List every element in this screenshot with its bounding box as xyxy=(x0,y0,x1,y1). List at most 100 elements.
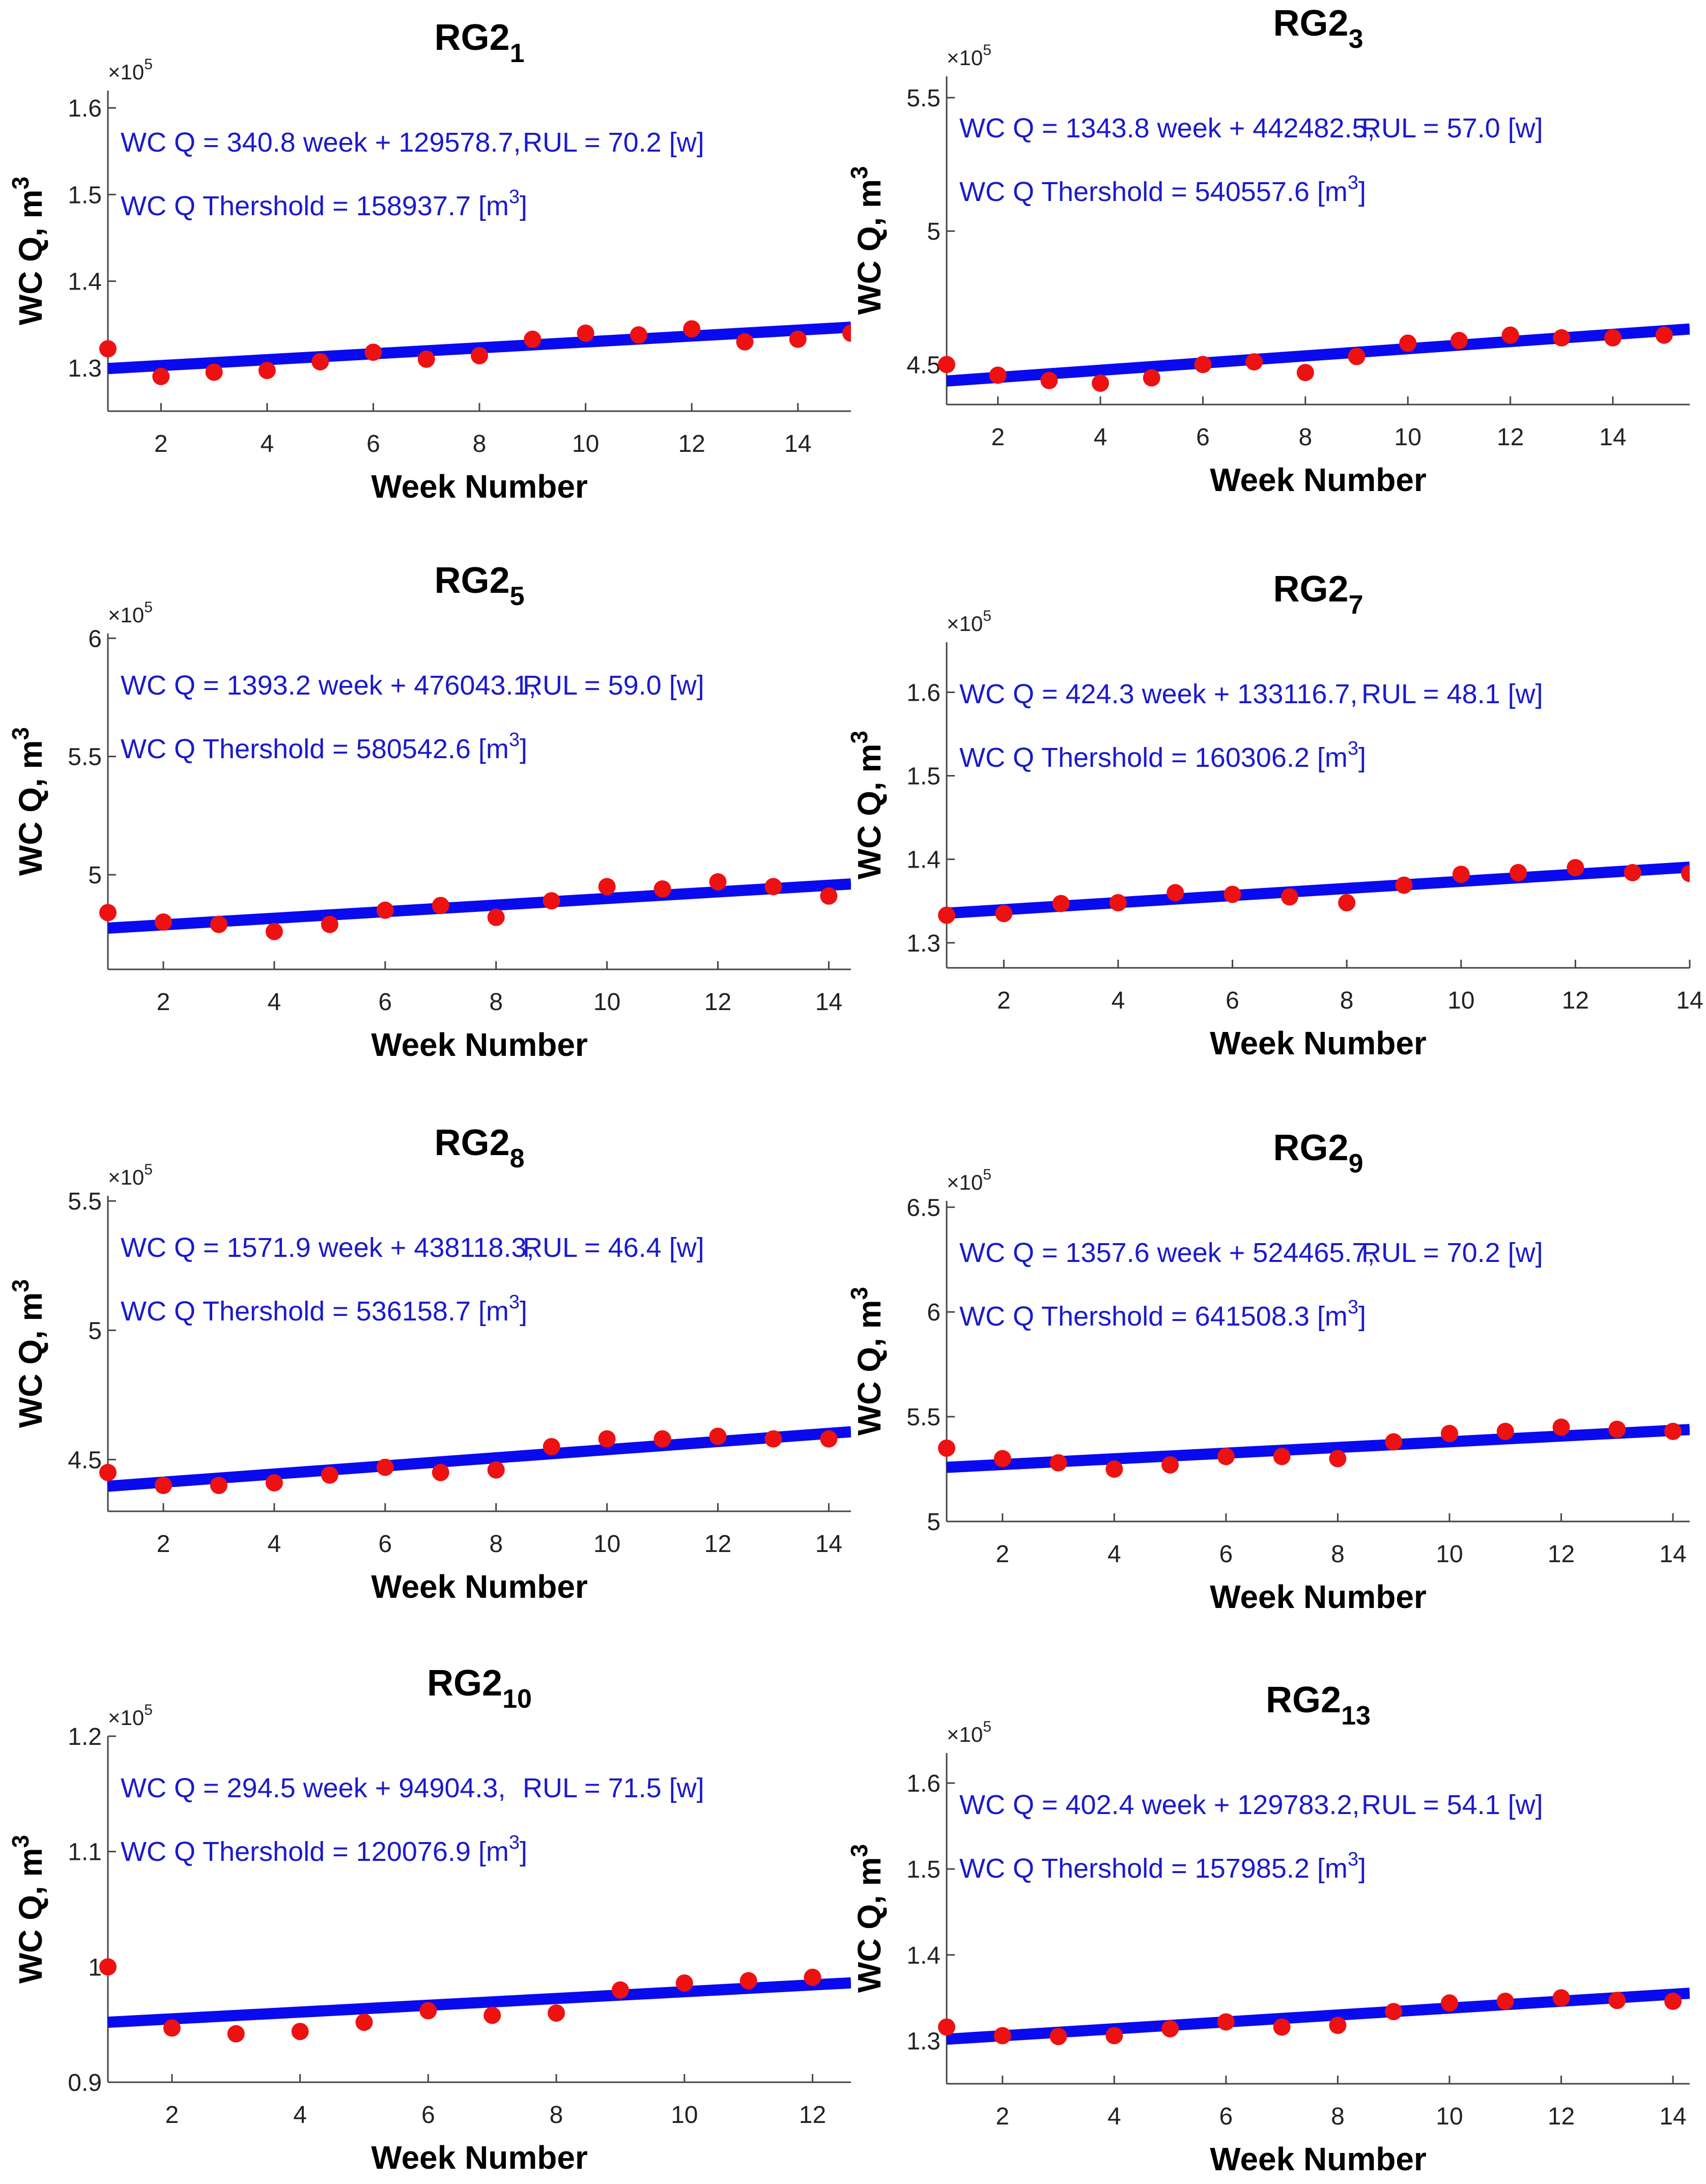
chart-title-subscript: 7 xyxy=(1349,590,1363,620)
x-tick-label: 4 xyxy=(268,1531,281,1558)
threshold-close: ] xyxy=(1358,742,1366,773)
x-axis-label: Week Number xyxy=(371,468,588,505)
data-point xyxy=(1608,1420,1626,1438)
plot-area xyxy=(99,1426,851,1495)
y-tick-label: 1.3 xyxy=(906,930,941,957)
x-tick-label: 6 xyxy=(378,989,392,1016)
rul-value: RUL = 54.1 [w] xyxy=(1361,1790,1543,1820)
data-point xyxy=(1440,1994,1458,2012)
data-point xyxy=(1385,1433,1403,1451)
plot-area xyxy=(99,320,851,385)
x-tick-label: 12 xyxy=(1497,424,1524,451)
threshold-text: WC Q Thershold = 540557.6 [m xyxy=(959,177,1348,207)
y-exponent-base: ×10 xyxy=(947,1170,983,1194)
y-axis-label-main: WC Q, m xyxy=(12,1292,49,1428)
data-point xyxy=(1217,2013,1235,2031)
x-tick-label: 2 xyxy=(157,989,170,1016)
y-tick-label: 0.9 xyxy=(68,2070,102,2096)
data-point xyxy=(1281,888,1298,906)
rul-value: RUL = 59.0 [w] xyxy=(523,670,704,701)
fit-equation: WC Q = 1357.6 week + 524465.7, xyxy=(959,1238,1375,1268)
x-tick-label: 14 xyxy=(784,430,811,457)
x-tick-label: 8 xyxy=(473,430,487,457)
data-point xyxy=(598,878,616,896)
y-exponent-power: 5 xyxy=(983,1718,991,1735)
y-axis-label-superscript: 3 xyxy=(846,1844,872,1857)
y-axis-label-superscript: 3 xyxy=(846,1287,872,1300)
data-point xyxy=(938,906,955,924)
x-tick-label: 8 xyxy=(1331,1541,1345,1568)
y-exponent-base: ×10 xyxy=(108,1706,144,1730)
y-tick-label: 5 xyxy=(88,862,102,889)
data-point xyxy=(1143,369,1160,387)
x-tick-label: 12 xyxy=(1562,987,1589,1014)
data-point xyxy=(764,878,782,896)
chart-title-subscript: 1 xyxy=(510,39,525,68)
data-point xyxy=(789,330,807,348)
data-point xyxy=(524,330,542,348)
data-point xyxy=(938,1439,955,1457)
data-point xyxy=(1604,329,1622,347)
y-exponent-label: ×105 xyxy=(947,1166,991,1194)
data-point xyxy=(764,1430,782,1448)
y-exponent-power: 5 xyxy=(144,1702,153,1718)
x-axis-label: Week Number xyxy=(1210,1578,1427,1615)
data-point xyxy=(1348,348,1366,365)
x-tick-label: 4 xyxy=(1094,424,1107,451)
y-axis-label: WC Q, m3 xyxy=(7,1279,49,1428)
x-axis-label: Week Number xyxy=(1210,462,1427,498)
y-axis-label: WC Q, m3 xyxy=(846,731,888,879)
data-point xyxy=(630,326,647,344)
threshold-value: WC Q Thershold = 540557.6 [m3] xyxy=(959,172,1366,207)
y-tick-label: 4.5 xyxy=(68,1447,102,1474)
plot-area xyxy=(938,1418,1690,1478)
data-point xyxy=(205,363,223,381)
data-point xyxy=(1217,1448,1235,1465)
y-axis-label-main: WC Q, m xyxy=(851,1857,888,1993)
y-axis-label-superscript: 3 xyxy=(7,727,34,740)
x-tick-label: 12 xyxy=(1548,1541,1575,1568)
y-exponent-label: ×105 xyxy=(947,608,991,636)
x-tick-label: 10 xyxy=(1436,2103,1463,2130)
data-point xyxy=(1510,864,1527,881)
rul-value: RUL = 57.0 [w] xyxy=(1361,113,1543,143)
chart-title: RG25 xyxy=(435,560,525,611)
fit-equation: WC Q = 294.5 week + 94904.3, xyxy=(121,1773,505,1803)
data-point xyxy=(99,1958,117,1976)
data-point xyxy=(1496,1422,1514,1440)
data-point xyxy=(820,1430,838,1448)
x-tick-label: 6 xyxy=(1196,424,1210,451)
data-point xyxy=(989,366,1007,384)
chart-title: RG23 xyxy=(1273,3,1363,54)
data-point xyxy=(1161,1456,1179,1474)
threshold-text: WC Q Thershold = 158937.7 [m xyxy=(121,191,509,221)
chart-panel: 2 4 6 8 10 12 14 1.3 1.4 1.5 1.6 ×105 RG27 Week Numbe… xyxy=(846,569,1703,1061)
data-point xyxy=(487,908,505,926)
data-point xyxy=(99,1463,117,1481)
chart-title-subscript: 9 xyxy=(1349,1149,1363,1179)
chart-title-subscript: 5 xyxy=(510,582,525,611)
data-point xyxy=(1552,1418,1570,1436)
chart-title-main: RG2 xyxy=(1273,1128,1349,1168)
y-exponent-base: ×10 xyxy=(947,612,983,636)
data-point xyxy=(1655,326,1673,344)
x-tick-label: 4 xyxy=(261,430,274,457)
data-point xyxy=(152,367,170,385)
x-tick-label: 8 xyxy=(1331,2103,1345,2130)
x-tick-label: 12 xyxy=(704,989,731,1016)
threshold-superscript: 3 xyxy=(509,729,520,751)
y-axis-label: WC Q, m3 xyxy=(846,166,888,314)
y-exponent-power: 5 xyxy=(983,42,991,59)
data-point xyxy=(1040,371,1058,389)
data-point xyxy=(291,2023,309,2041)
data-point xyxy=(487,1461,505,1479)
data-point xyxy=(1092,375,1110,392)
y-exponent-label: ×105 xyxy=(108,599,153,627)
threshold-close: ] xyxy=(1358,177,1366,207)
data-point xyxy=(376,1458,394,1476)
data-point xyxy=(1161,2020,1179,2037)
x-tick-label: 6 xyxy=(366,430,380,457)
fit-equation: WC Q = 340.8 week + 129578.7, xyxy=(121,127,521,158)
